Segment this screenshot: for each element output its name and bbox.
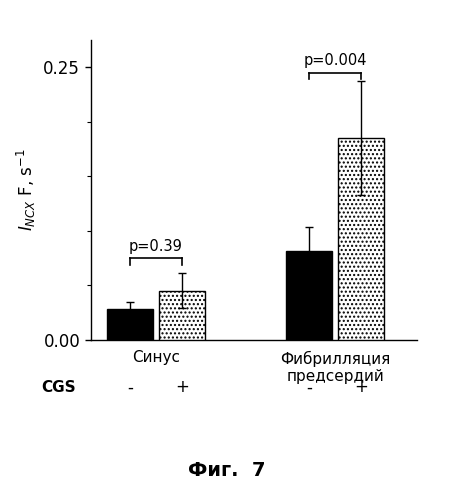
Text: +: + — [354, 378, 368, 396]
Text: p=0.004: p=0.004 — [304, 54, 367, 68]
Text: -: - — [127, 378, 133, 396]
Text: +: + — [175, 378, 189, 396]
Text: CGS: CGS — [41, 380, 75, 395]
Text: p=0.39: p=0.39 — [129, 239, 183, 254]
Bar — [107, 310, 153, 340]
Y-axis label: $I_{NCX}$ F, s$^{-1}$: $I_{NCX}$ F, s$^{-1}$ — [14, 148, 38, 232]
Text: Фиг.  7: Фиг. 7 — [188, 461, 265, 480]
Bar — [338, 138, 384, 340]
Bar — [286, 250, 332, 340]
Bar — [159, 291, 205, 340]
Text: -: - — [306, 378, 312, 396]
